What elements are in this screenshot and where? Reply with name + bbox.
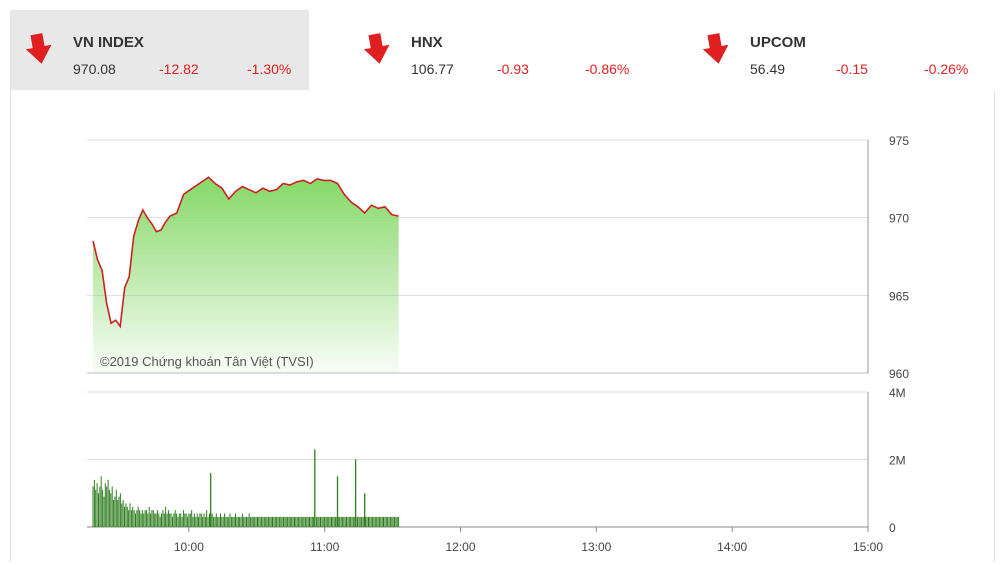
index-tab-hnx[interactable]: HNX 106.77 -0.93 -0.86% bbox=[348, 10, 648, 90]
x-tick-label: 10:00 bbox=[174, 540, 204, 554]
index-name: VN INDEX bbox=[73, 34, 144, 51]
x-tick-label: 15:00 bbox=[853, 540, 883, 554]
down-arrow-icon bbox=[702, 33, 729, 64]
y-tick-label: 965 bbox=[889, 289, 909, 303]
chart-panel bbox=[10, 90, 995, 562]
volume-tick-label: 2M bbox=[889, 454, 906, 468]
index-change: -0.93 bbox=[497, 61, 529, 77]
price-area bbox=[93, 177, 399, 373]
index-change-percent: -0.86% bbox=[585, 61, 630, 77]
down-arrow-icon bbox=[25, 33, 52, 64]
volume-axis-ticks: 4M 2M 0 bbox=[889, 386, 906, 535]
x-tick-label: 11:00 bbox=[310, 540, 339, 554]
index-tabs: VN INDEX 970.08 -12.82 -1.30% HNX 106.77… bbox=[0, 0, 1004, 90]
index-tab-upcom[interactable]: UPCOM 56.49 -0.15 -0.26% bbox=[687, 10, 987, 90]
index-change-percent: -1.30% bbox=[247, 61, 292, 77]
index-value: 106.77 bbox=[411, 61, 454, 77]
index-name: UPCOM bbox=[750, 34, 806, 51]
price-line bbox=[92, 176, 399, 329]
index-change-percent: -0.26% bbox=[924, 61, 969, 77]
index-value: 970.08 bbox=[73, 61, 116, 77]
index-name: HNX bbox=[411, 34, 443, 51]
y-tick-label: 960 bbox=[889, 367, 909, 381]
x-tick-label: 14:00 bbox=[717, 540, 747, 554]
x-tick-label: 12:00 bbox=[446, 540, 476, 554]
volume-tick-label: 0 bbox=[889, 521, 896, 535]
y-tick-label: 975 bbox=[889, 134, 909, 148]
y-tick-label: 970 bbox=[889, 212, 909, 226]
volume-bars bbox=[92, 449, 400, 527]
index-change: -0.15 bbox=[836, 61, 868, 77]
watermark: ©2019 Chứng khoán Tân Việt (TVSI) bbox=[100, 354, 314, 369]
volume-tick-label: 4M bbox=[889, 386, 906, 400]
y-axis-ticks: 975 970 965 960 bbox=[889, 134, 909, 381]
index-value: 56.49 bbox=[750, 61, 786, 77]
x-axis-ticks: 10:00 11:00 12:00 13:00 14:00 15:00 bbox=[174, 527, 883, 554]
index-tab-vn-index[interactable]: VN INDEX 970.08 -12.82 -1.30% bbox=[10, 10, 309, 90]
x-tick-label: 13:00 bbox=[581, 540, 611, 554]
down-arrow-icon bbox=[363, 33, 390, 64]
index-change: -12.82 bbox=[159, 61, 199, 77]
